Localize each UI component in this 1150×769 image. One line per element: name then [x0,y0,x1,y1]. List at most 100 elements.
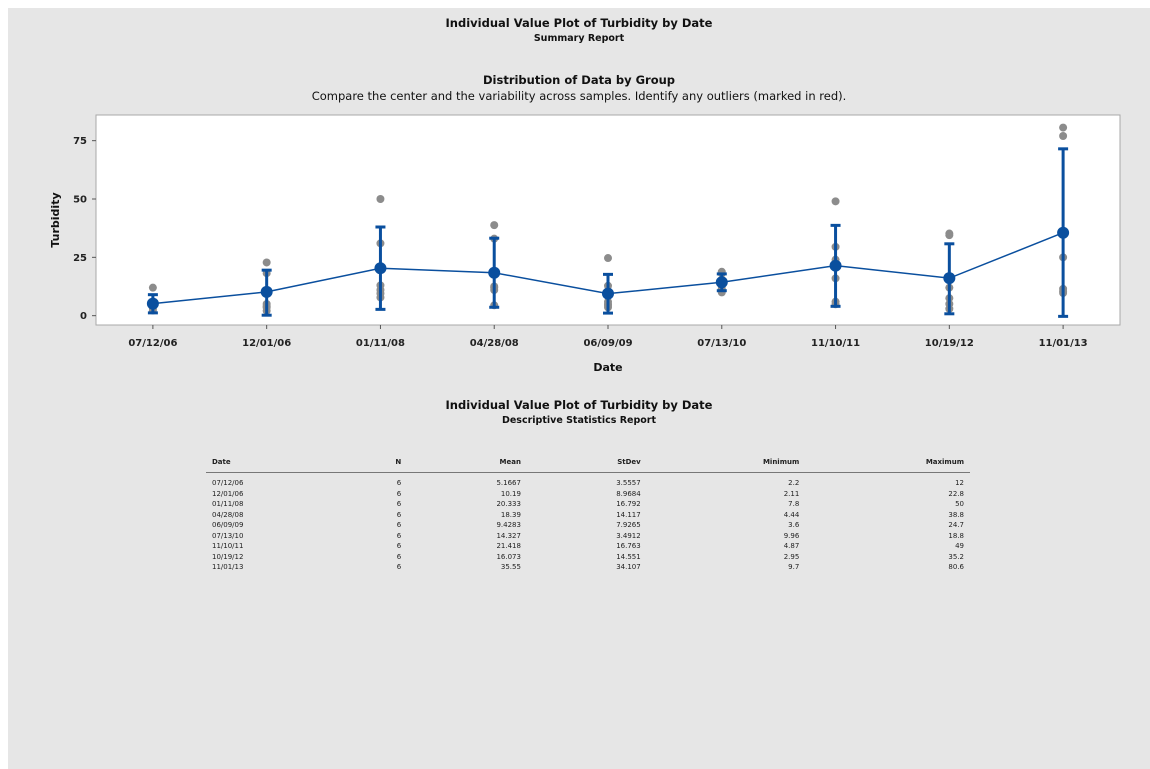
x-tick-label: 07/13/10 [697,338,746,349]
col-header-maximum: Maximum [805,456,970,473]
col-header-stdev: StDev [526,456,647,473]
cell-stdev: 8.9684 [616,489,641,498]
y-axis-label: Turbidity [49,192,62,247]
x-tick-label: 04/28/08 [470,338,519,349]
cell-date: 11/10/11 [212,542,244,551]
cell-minimum: 3.6 [788,521,800,530]
table-row: 07/12/06 6 5.1667 3.5557 2.2 12 [206,473,970,489]
cell-n: 6 [396,521,402,530]
cell-stdev: 3.5557 [616,479,641,488]
cell-n: 6 [396,489,402,498]
table-row: 07/13/10 6 14.327 3.4912 9.96 18.8 [206,531,970,542]
col-header-minimum: Minimum [646,456,806,473]
col-header-n: N [348,456,408,473]
data-point [148,283,157,292]
cell-stdev: 16.763 [616,542,641,551]
cell-mean: 20.333 [496,500,521,509]
table-row: 11/01/13 6 35.55 34.107 9.7 80.6 [206,562,970,573]
cell-stdev: 14.117 [616,510,641,519]
cell-minimum: 7.8 [788,500,800,509]
table-row: 04/28/08 6 18.39 14.117 4.44 38.8 [206,510,970,521]
table-row: 11/10/11 6 21.418 16.763 4.87 49 [206,541,970,552]
cell-stdev: 7.9265 [616,521,641,530]
cell-date: 10/19/12 [212,552,244,561]
mean-point [146,297,159,310]
table-row: 10/19/12 6 16.073 14.551 2.95 35.2 [206,552,970,563]
y-tick-label: 50 [73,195,87,206]
cell-stdev: 34.107 [616,563,641,572]
x-tick-label: 01/11/08 [356,338,405,349]
data-point [1059,123,1068,132]
cell-maximum: 80.6 [948,563,964,572]
cell-date: 06/09/09 [212,521,244,530]
cell-mean: 16.073 [496,552,521,561]
cell-n: 6 [396,479,402,488]
cell-date: 12/01/06 [212,489,244,498]
mean-point [488,266,501,279]
cell-maximum: 35.2 [948,552,964,561]
cell-mean: 21.418 [496,542,521,551]
x-tick-label: 06/09/09 [583,338,632,349]
mean-point [715,276,728,289]
cell-mean: 5.1667 [496,479,521,488]
mean-point [829,259,842,272]
col-header-date: Date [206,456,349,473]
table-row: 06/09/09 6 9.4283 7.9265 3.6 24.7 [206,520,970,531]
cell-minimum: 4.87 [783,542,800,551]
table-row: 01/11/08 6 20.333 16.792 7.8 50 [206,499,970,510]
x-tick-label: 07/12/06 [128,338,177,349]
data-point [490,221,499,230]
col-header-mean: Mean [407,456,527,473]
cell-date: 07/12/06 [212,479,244,488]
table-title: Individual Value Plot of Turbidity by Da… [445,398,713,412]
x-tick-label: 11/10/11 [811,338,860,349]
mean-point [1057,226,1070,239]
cell-mean: 14.327 [496,531,521,540]
cell-date: 07/13/10 [212,531,244,540]
cell-n: 6 [396,510,402,519]
table-row: 12/01/06 6 10.19 8.9684 2.11 22.8 [206,489,970,500]
cell-minimum: 2.11 [783,489,800,498]
x-tick-label: 10/19/12 [925,338,974,349]
cell-mean: 10.19 [500,489,521,498]
cell-mean: 18.39 [500,510,521,519]
cell-n: 6 [396,531,402,540]
cell-stdev: 14.551 [616,552,641,561]
cell-maximum: 50 [955,500,964,509]
y-tick-label: 75 [73,136,87,147]
x-axis-label: Date [593,361,622,374]
section-title: Distribution of Data by Group [482,73,676,87]
x-tick-label: 12/01/06 [242,338,291,349]
cell-maximum: 49 [955,542,964,551]
mean-point [943,272,956,285]
report-subtitle: Summary Report [533,33,625,44]
cell-stdev: 16.792 [616,500,641,509]
cell-stdev: 3.4912 [616,531,641,540]
cell-date: 01/11/08 [212,500,244,509]
cell-minimum: 4.44 [783,510,800,519]
cell-date: 04/28/08 [212,510,244,519]
cell-date: 11/01/13 [212,563,244,572]
y-tick-label: 25 [73,253,87,264]
table-subtitle: Descriptive Statistics Report [501,415,657,426]
cell-maximum: 12 [955,479,964,488]
cell-maximum: 38.8 [948,510,964,519]
cell-minimum: 2.2 [788,479,800,488]
cell-mean: 9.4283 [496,521,521,530]
data-point [262,258,271,267]
x-tick-label: 11/01/13 [1039,338,1088,349]
cell-n: 6 [396,552,402,561]
data-point [604,254,612,263]
cell-minimum: 9.7 [788,563,800,572]
data-point [376,195,385,203]
descriptive-statistics-table: Date N Mean StDev Minimum Maximum 07/12/… [206,456,970,573]
cell-n: 6 [396,500,402,509]
data-point [831,197,840,206]
cell-minimum: 2.95 [783,552,800,561]
cell-maximum: 18.8 [948,531,964,540]
mean-point [260,285,273,298]
cell-n: 6 [396,563,402,572]
cell-maximum: 24.7 [948,521,964,530]
report-panel: Individual Value Plot of Turbidity by Da… [8,8,1150,769]
y-tick-label: 0 [80,311,87,322]
